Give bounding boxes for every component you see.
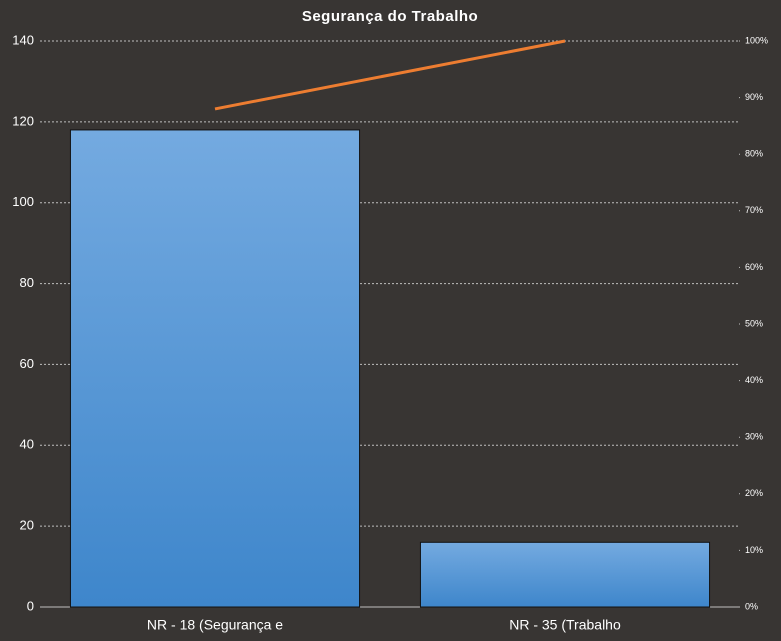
y-tick-label: 60	[20, 356, 34, 371]
y2-tick-label: 20%	[745, 488, 763, 498]
y-tick-label: 0	[27, 598, 34, 613]
y2-tick-label: 80%	[745, 149, 763, 159]
y2-tick-label: 60%	[745, 262, 763, 272]
y2-tick-label: 90%	[745, 92, 763, 102]
y-tick-label: 80	[20, 275, 34, 290]
y2-tick-label: 30%	[745, 432, 763, 442]
y2-tick-label: 0%	[745, 601, 758, 611]
x-tick-label: NR - 35 (Trabalho	[509, 617, 621, 633]
y2-tick-label: 70%	[745, 205, 763, 215]
y2-tick-label: 50%	[745, 318, 763, 328]
y2-tick-label: 40%	[745, 375, 763, 385]
y-tick-label: 20	[20, 518, 34, 533]
y-tick-label: 40	[20, 437, 34, 452]
chart-title: Segurança do Trabalho	[302, 8, 478, 25]
x-tick-label: NR - 18 (Segurança e	[147, 617, 283, 633]
bar	[69, 129, 361, 608]
y-tick-label: 140	[12, 32, 34, 47]
y2-tick-label: 100%	[745, 35, 768, 45]
bar	[419, 541, 711, 608]
y2-tick-label: 10%	[745, 545, 763, 555]
y-tick-label: 100	[12, 194, 34, 209]
line	[214, 39, 566, 111]
y-tick-label: 120	[12, 113, 34, 128]
